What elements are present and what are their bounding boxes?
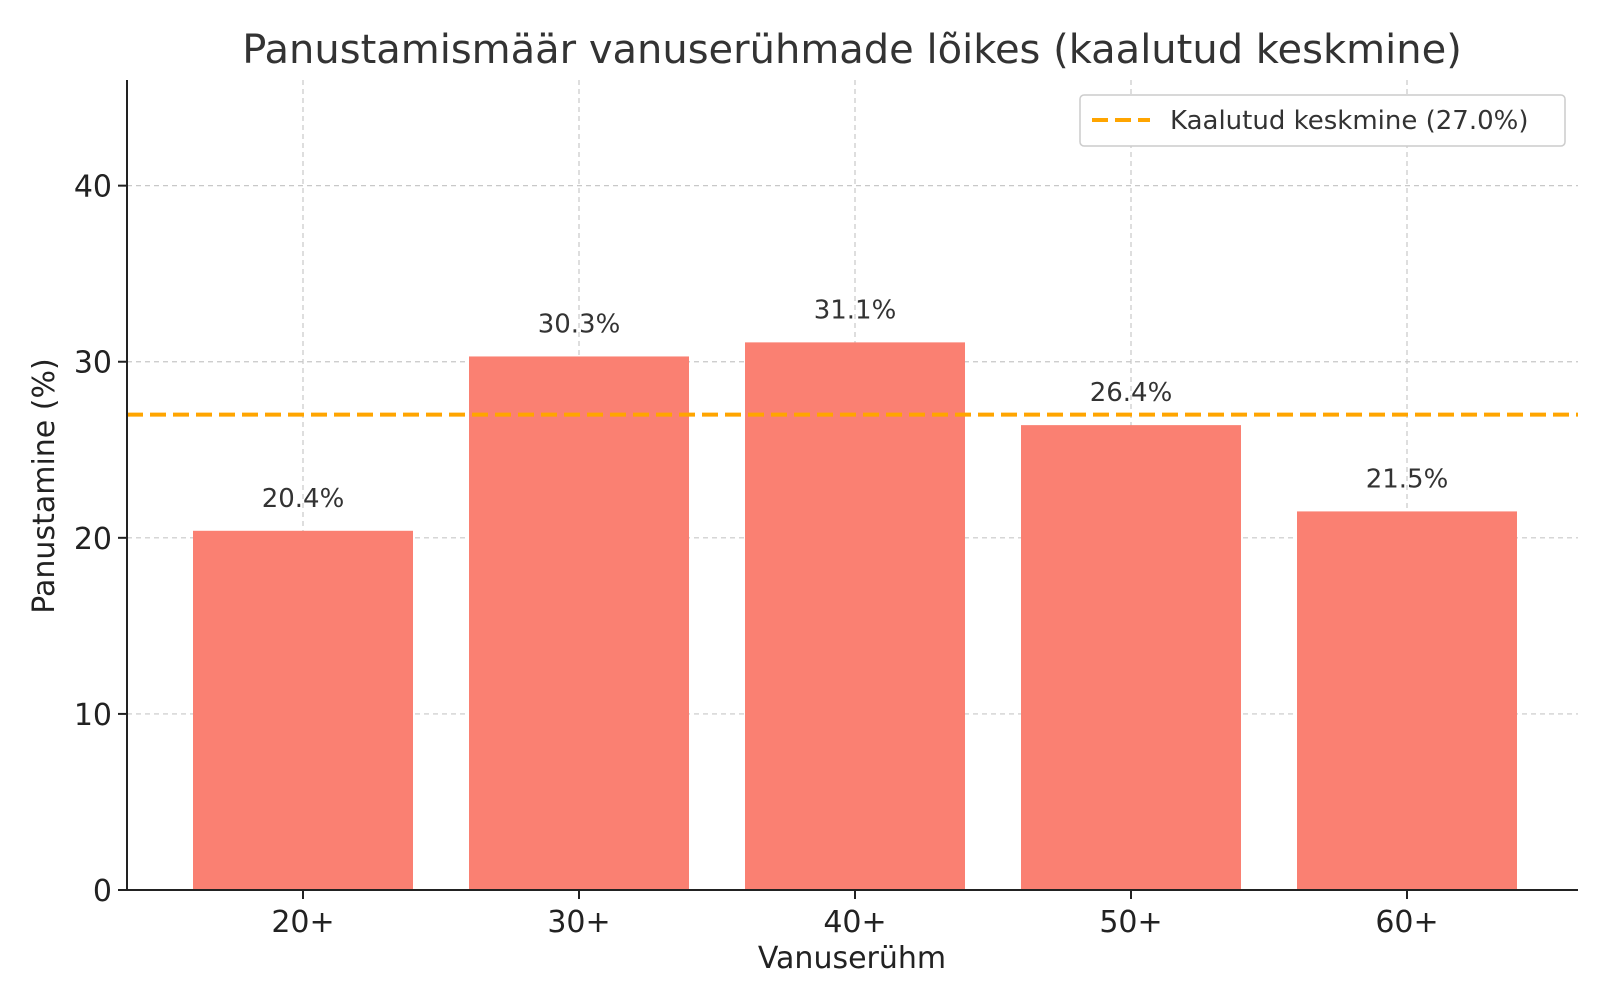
bar-30+ xyxy=(469,356,689,890)
legend-box xyxy=(1079,94,1566,147)
y-tick-label: 20 xyxy=(74,522,112,557)
bar-20+ xyxy=(193,530,413,890)
axes: 0 10 20 30 40 20+ 30+ 40+ 50+ 60+ xyxy=(74,80,1578,940)
y-tick-label: 30 xyxy=(74,346,112,381)
data-label: 21.5% xyxy=(1366,464,1449,494)
x-tick-label: 50+ xyxy=(1099,905,1162,940)
y-tick-label: 0 xyxy=(93,874,112,909)
data-label: 26.4% xyxy=(1090,378,1173,408)
data-labels: 20.4% 30.3% 31.1% 26.4% 21.5% xyxy=(262,295,1449,513)
y-tick-label: 40 xyxy=(74,170,112,205)
x-axis-title: Vanuserühm xyxy=(758,941,946,976)
legend: Kaalutud keskmine (27.0%) xyxy=(1079,94,1566,147)
bar-50+ xyxy=(1021,425,1241,890)
x-tick-label: 30+ xyxy=(547,905,610,940)
y-axis-title: Panustamine (%) xyxy=(27,358,62,613)
bars xyxy=(193,342,1517,890)
x-tick-label: 60+ xyxy=(1375,905,1438,940)
bar-40+ xyxy=(745,342,965,890)
data-label: 30.3% xyxy=(538,309,621,339)
data-label: 31.1% xyxy=(814,295,897,325)
x-tick-label: 20+ xyxy=(271,905,334,940)
x-tick-label: 40+ xyxy=(823,905,886,940)
chart-title: Panustamismäär vanuserühmade lõikes (kaa… xyxy=(242,27,1462,73)
bar-60+ xyxy=(1297,511,1517,890)
data-label: 20.4% xyxy=(262,484,345,514)
legend-label: Kaalutud keskmine (27.0%) xyxy=(1170,106,1529,136)
y-tick-label: 10 xyxy=(74,698,112,733)
